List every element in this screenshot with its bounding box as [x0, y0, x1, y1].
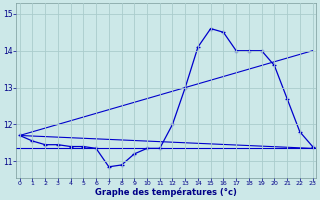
X-axis label: Graphe des températures (°c): Graphe des températures (°c) [95, 188, 237, 197]
